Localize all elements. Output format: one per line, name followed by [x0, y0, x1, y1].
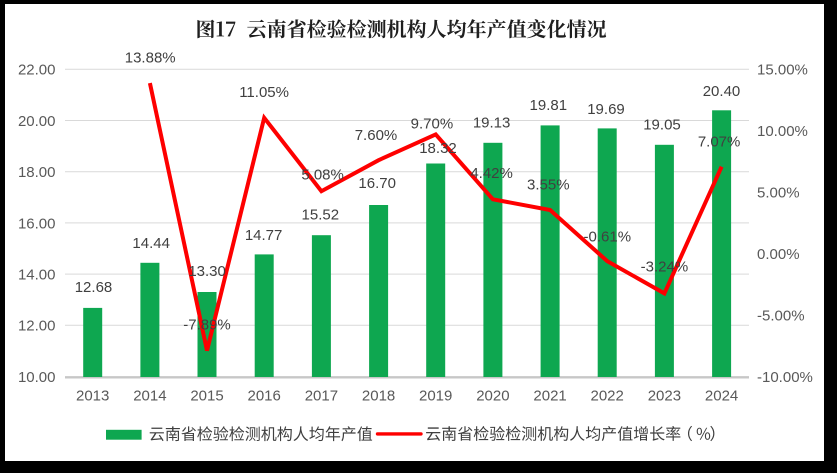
svg-text:18.32: 18.32: [419, 140, 457, 157]
svg-text:12.68: 12.68: [75, 279, 113, 296]
svg-text:16.70: 16.70: [358, 175, 396, 192]
svg-text:10.00%: 10.00%: [757, 123, 808, 140]
svg-text:2014: 2014: [133, 388, 166, 405]
svg-text:20.00: 20.00: [18, 113, 56, 130]
svg-text:14.00: 14.00: [18, 267, 56, 284]
svg-text:14.77: 14.77: [245, 227, 283, 244]
svg-text:2016: 2016: [248, 388, 281, 405]
svg-text:2013: 2013: [76, 388, 109, 405]
svg-text:13.88%: 13.88%: [125, 49, 176, 66]
svg-text:-3.24%: -3.24%: [641, 258, 689, 275]
svg-text:19.13: 19.13: [473, 114, 511, 131]
svg-text:2018: 2018: [362, 388, 395, 405]
svg-text:2022: 2022: [591, 388, 624, 405]
svg-text:9.70%: 9.70%: [411, 115, 454, 132]
svg-text:2019: 2019: [419, 388, 452, 405]
svg-text:20.40: 20.40: [703, 83, 741, 100]
svg-text:-10.00%: -10.00%: [757, 369, 813, 386]
svg-text:14.44: 14.44: [132, 235, 170, 252]
svg-text:2020: 2020: [476, 388, 509, 405]
svg-text:19.69: 19.69: [587, 101, 625, 118]
svg-text:2024: 2024: [705, 388, 738, 405]
svg-text:2023: 2023: [648, 388, 681, 405]
svg-text:11.05%: 11.05%: [239, 84, 289, 101]
svg-text:12.00: 12.00: [18, 318, 56, 335]
svg-text:15.00%: 15.00%: [757, 62, 808, 79]
svg-text:18.00: 18.00: [18, 164, 56, 181]
svg-text:5.00%: 5.00%: [757, 185, 800, 202]
svg-text:5.08%: 5.08%: [301, 167, 344, 184]
svg-text:7.60%: 7.60%: [355, 127, 398, 144]
svg-text:-5.00%: -5.00%: [757, 308, 805, 325]
svg-text:10.00: 10.00: [18, 369, 56, 386]
svg-text:-7.89%: -7.89%: [183, 317, 231, 334]
svg-text:7.07%: 7.07%: [698, 134, 741, 151]
svg-text:13.30: 13.30: [188, 263, 226, 280]
svg-text:-0.61%: -0.61%: [584, 228, 632, 245]
svg-text:2017: 2017: [305, 388, 338, 405]
svg-text:16.00: 16.00: [18, 215, 56, 232]
svg-text:3.55%: 3.55%: [527, 177, 570, 194]
svg-text:2021: 2021: [533, 388, 566, 405]
svg-text:4.42%: 4.42%: [470, 165, 513, 182]
svg-text:22.00: 22.00: [18, 62, 56, 79]
svg-text:2015: 2015: [190, 388, 223, 405]
svg-text:15.52: 15.52: [302, 207, 340, 224]
svg-text:19.81: 19.81: [530, 97, 568, 114]
svg-text:0.00%: 0.00%: [757, 246, 800, 263]
svg-text:19.05: 19.05: [643, 117, 681, 134]
